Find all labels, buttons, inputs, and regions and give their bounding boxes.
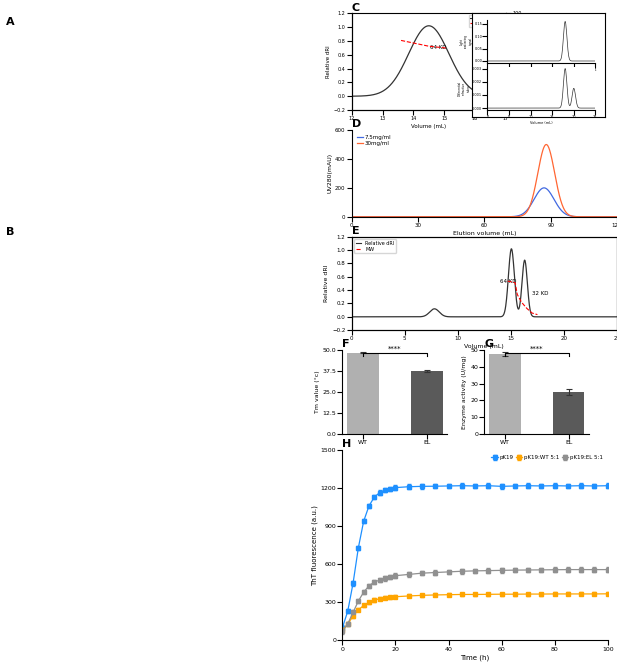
X-axis label: Time (h): Time (h) — [460, 654, 490, 661]
Y-axis label: Light
scattering
signal: Light scattering signal — [460, 34, 473, 48]
Y-axis label: Differential
refractive
index: Differential refractive index — [457, 81, 471, 96]
7.5mg/ml — [560, 209, 567, 217]
X-axis label: Volume (mL): Volume (mL) — [530, 73, 553, 77]
Text: 64 KD: 64 KD — [431, 45, 447, 50]
Bar — [347, 353, 379, 434]
Legend: Relative dRI, MW: Relative dRI, MW — [468, 15, 504, 27]
30mg/ml — [543, 141, 550, 149]
Line: 30mg/ml: 30mg/ml — [352, 145, 617, 217]
Legend: Relative dRI, MW: Relative dRI, MW — [354, 239, 396, 253]
7.5mg/ml — [540, 184, 548, 192]
Y-axis label: ThT fluorescence (a.u.): ThT fluorescence (a.u.) — [312, 505, 318, 586]
30mg/ml — [465, 213, 472, 221]
Text: 32 KD: 32 KD — [532, 291, 549, 296]
Bar — [411, 371, 442, 434]
Y-axis label: Relative dRI: Relative dRI — [325, 265, 329, 302]
7.5mg/ml — [555, 203, 563, 211]
Legend: 7.5mg/ml, 30mg/ml: 7.5mg/ml, 30mg/ml — [355, 133, 394, 148]
Text: A: A — [6, 17, 15, 27]
Line: 7.5mg/ml: 7.5mg/ml — [352, 188, 617, 217]
Text: ****: **** — [388, 346, 402, 352]
Y-axis label: UV280(mAU): UV280(mAU) — [327, 153, 332, 193]
30mg/ml — [613, 213, 617, 221]
Y-axis label: Tm value (°c): Tm value (°c) — [315, 371, 320, 413]
30mg/ml — [560, 204, 567, 212]
30mg/ml — [348, 213, 355, 221]
X-axis label: Volume (mL): Volume (mL) — [530, 121, 553, 125]
X-axis label: Volume (mL): Volume (mL) — [412, 124, 446, 129]
Text: B: B — [6, 227, 15, 237]
7.5mg/ml — [348, 213, 355, 221]
Y-axis label: Relative dRI: Relative dRI — [326, 45, 331, 78]
Bar — [489, 354, 521, 434]
30mg/ml — [555, 189, 563, 197]
30mg/ml — [375, 213, 383, 221]
7.5mg/ml — [613, 213, 617, 221]
Text: C: C — [352, 3, 360, 13]
Y-axis label: Enzyme activity (U/mg): Enzyme activity (U/mg) — [463, 355, 468, 429]
7.5mg/ml — [375, 213, 383, 221]
Text: H: H — [342, 440, 352, 450]
Text: D: D — [352, 119, 361, 129]
Y-axis label: MW (KDas): MW (KDas) — [524, 47, 529, 77]
Bar — [553, 392, 584, 434]
X-axis label: Elution volume (mL): Elution volume (mL) — [453, 231, 516, 236]
7.5mg/ml — [455, 213, 463, 221]
Text: E: E — [352, 226, 359, 236]
X-axis label: Volume (mL): Volume (mL) — [465, 344, 504, 350]
Text: G: G — [484, 340, 494, 350]
Text: F: F — [342, 340, 350, 350]
7.5mg/ml — [465, 213, 472, 221]
30mg/ml — [455, 213, 463, 221]
Legend: pK19, pK19:WT 5:1, pK19:EL 5:1: pK19, pK19:WT 5:1, pK19:EL 5:1 — [489, 453, 605, 462]
30mg/ml — [530, 188, 537, 196]
7.5mg/ml — [530, 195, 537, 203]
Text: ****: **** — [530, 346, 544, 352]
Text: 64 KD: 64 KD — [500, 279, 517, 284]
